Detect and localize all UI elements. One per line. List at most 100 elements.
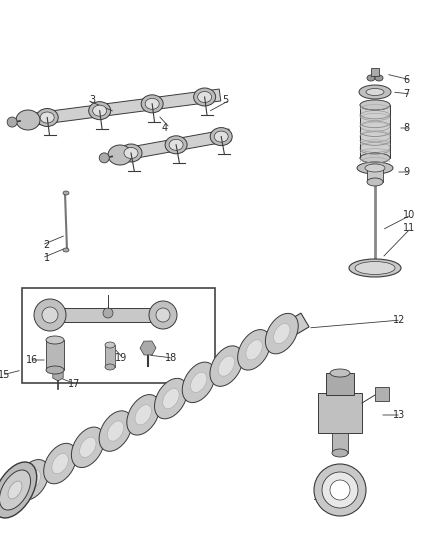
Bar — [46, 340, 64, 370]
Ellipse shape — [0, 462, 37, 518]
Circle shape — [42, 307, 58, 323]
Text: 16: 16 — [26, 355, 38, 365]
Ellipse shape — [169, 139, 183, 150]
Ellipse shape — [375, 75, 383, 81]
Text: 18: 18 — [165, 353, 177, 363]
Text: 6: 6 — [403, 75, 409, 85]
Bar — [326, 373, 354, 395]
Text: 2: 2 — [44, 240, 50, 250]
Ellipse shape — [107, 421, 124, 441]
Circle shape — [99, 153, 109, 163]
Ellipse shape — [218, 356, 235, 376]
Ellipse shape — [332, 449, 348, 457]
Ellipse shape — [265, 313, 298, 354]
Circle shape — [34, 299, 66, 331]
Circle shape — [322, 472, 358, 508]
Ellipse shape — [214, 131, 228, 142]
Text: 14: 14 — [313, 492, 325, 502]
Ellipse shape — [40, 112, 54, 123]
Ellipse shape — [330, 369, 350, 377]
Ellipse shape — [80, 437, 96, 457]
Ellipse shape — [93, 105, 107, 116]
Ellipse shape — [360, 153, 390, 163]
Text: 7: 7 — [403, 89, 409, 99]
Ellipse shape — [349, 259, 401, 277]
Polygon shape — [119, 129, 231, 161]
Ellipse shape — [210, 346, 243, 386]
Circle shape — [156, 308, 170, 322]
Text: 4: 4 — [162, 123, 168, 133]
Ellipse shape — [105, 342, 115, 348]
Ellipse shape — [8, 481, 22, 499]
Ellipse shape — [105, 364, 115, 370]
Ellipse shape — [46, 366, 64, 374]
Ellipse shape — [367, 75, 375, 81]
Ellipse shape — [63, 248, 69, 252]
Ellipse shape — [0, 470, 31, 510]
Ellipse shape — [141, 95, 163, 113]
Ellipse shape — [52, 454, 68, 474]
Ellipse shape — [155, 378, 187, 419]
Bar — [371, 68, 379, 76]
Text: 15: 15 — [0, 370, 10, 380]
Circle shape — [7, 117, 17, 127]
Text: 3: 3 — [89, 95, 95, 105]
Ellipse shape — [24, 470, 41, 490]
Ellipse shape — [238, 329, 271, 370]
Polygon shape — [27, 89, 221, 126]
Ellipse shape — [135, 405, 152, 425]
Ellipse shape — [71, 427, 104, 467]
Ellipse shape — [145, 98, 159, 109]
Text: 5: 5 — [222, 95, 228, 105]
Text: 17: 17 — [68, 379, 81, 389]
Ellipse shape — [44, 443, 77, 484]
Ellipse shape — [365, 164, 385, 172]
Text: 1: 1 — [44, 253, 50, 263]
Text: 12: 12 — [393, 315, 406, 325]
Text: 9: 9 — [403, 167, 409, 177]
Bar — [22, 288, 215, 383]
Polygon shape — [50, 308, 163, 322]
Ellipse shape — [366, 88, 384, 95]
Ellipse shape — [246, 340, 262, 360]
Ellipse shape — [274, 324, 290, 344]
Ellipse shape — [124, 148, 138, 158]
Ellipse shape — [46, 336, 64, 344]
Bar — [360, 105, 390, 158]
Ellipse shape — [127, 394, 160, 435]
Text: 19: 19 — [115, 353, 127, 363]
Ellipse shape — [108, 145, 132, 165]
Bar — [375, 387, 389, 401]
Circle shape — [103, 308, 113, 318]
Ellipse shape — [63, 191, 69, 195]
Text: 8: 8 — [403, 123, 409, 133]
Bar — [367, 168, 383, 182]
Bar — [318, 393, 362, 433]
Ellipse shape — [16, 110, 40, 130]
Bar — [332, 433, 348, 453]
Ellipse shape — [191, 372, 207, 392]
Text: 10: 10 — [403, 210, 415, 220]
Polygon shape — [11, 313, 309, 497]
Ellipse shape — [367, 178, 383, 186]
Text: 11: 11 — [403, 223, 415, 233]
Ellipse shape — [360, 100, 390, 110]
Ellipse shape — [355, 262, 395, 274]
Bar — [105, 345, 115, 367]
Ellipse shape — [165, 136, 187, 154]
Ellipse shape — [99, 411, 132, 451]
Ellipse shape — [16, 459, 49, 500]
Ellipse shape — [194, 88, 215, 106]
Ellipse shape — [357, 162, 393, 174]
Ellipse shape — [163, 389, 179, 409]
Circle shape — [314, 464, 366, 516]
Ellipse shape — [120, 144, 142, 162]
Ellipse shape — [359, 85, 391, 99]
Ellipse shape — [88, 102, 111, 120]
Ellipse shape — [198, 92, 212, 102]
Ellipse shape — [210, 127, 232, 146]
Text: 13: 13 — [393, 410, 405, 420]
Ellipse shape — [182, 362, 215, 402]
Circle shape — [149, 301, 177, 329]
Circle shape — [330, 480, 350, 500]
